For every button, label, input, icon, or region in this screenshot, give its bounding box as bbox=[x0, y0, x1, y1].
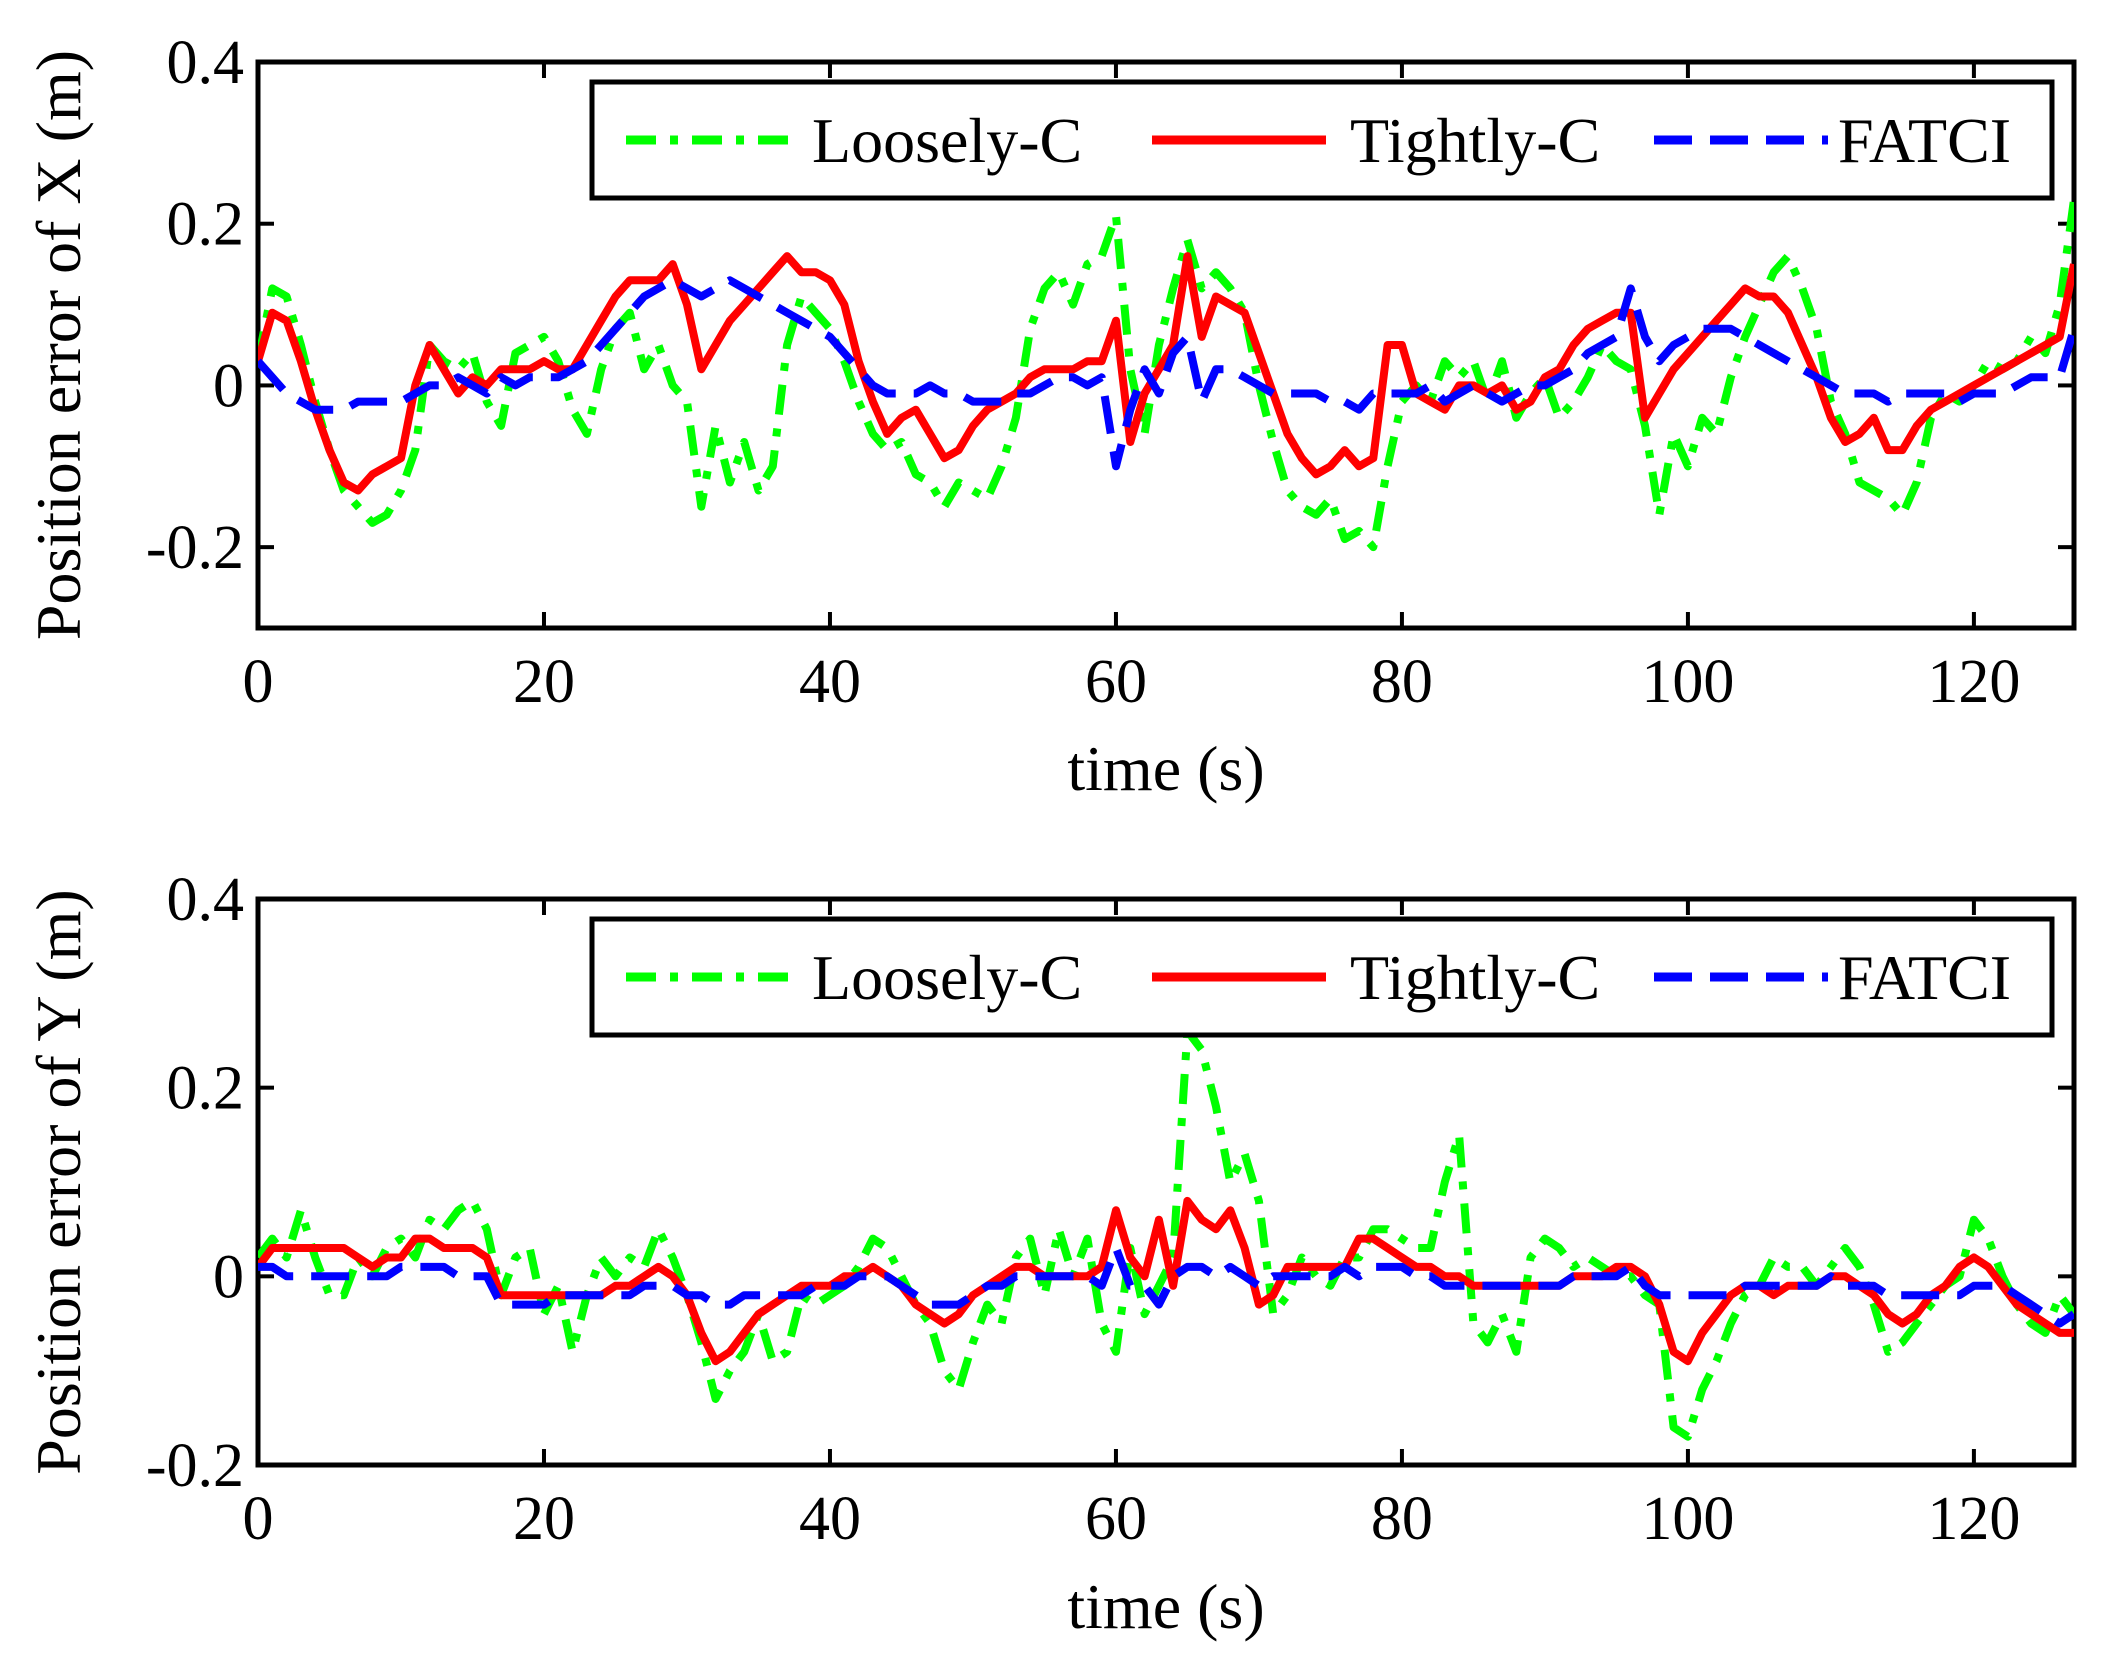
xtick-label: 100 bbox=[1641, 1485, 1734, 1553]
xtick-label: 80 bbox=[1371, 648, 1433, 716]
xtick-label: 80 bbox=[1371, 1485, 1433, 1553]
legend-y-chart: Loosely-C Tightly-C FATCI bbox=[589, 916, 2055, 1038]
ytick-label: 0.2 bbox=[167, 1055, 245, 1123]
ytick-label: 0.2 bbox=[167, 191, 245, 259]
ticks-x-chart bbox=[256, 60, 2074, 628]
legend-label-fatci: FATCI bbox=[1838, 942, 2011, 1013]
chart-x-position-error: 0 20 40 60 80 100 120 -0.2 0 0.2 0.4 time (s) Posi… bbox=[23, 29, 2077, 804]
xtick-label: 100 bbox=[1641, 648, 1734, 716]
series-line-fatci bbox=[258, 276, 2074, 471]
ytick-label: 0 bbox=[213, 352, 244, 420]
ytick-label: 0.4 bbox=[167, 29, 245, 97]
xtick-label: 40 bbox=[799, 648, 861, 716]
xtick-label: 120 bbox=[1927, 1485, 2020, 1553]
xlabel-x-chart: time (s) bbox=[1067, 733, 1264, 804]
ticks-y-chart bbox=[256, 897, 2074, 1467]
xtick-label: 20 bbox=[513, 648, 575, 716]
xtick-label: 0 bbox=[243, 648, 274, 716]
ytick-label: -0.2 bbox=[146, 514, 244, 582]
xtick-label: 60 bbox=[1085, 1485, 1147, 1553]
xtick-label: 60 bbox=[1085, 648, 1147, 716]
series-line-tightly-c bbox=[258, 252, 2074, 495]
ylabel-y-chart: Position error of Y (m) bbox=[23, 889, 94, 1474]
ylabel-x-chart: Position error of X (m) bbox=[23, 50, 94, 640]
legend-label-loosely-c: Loosely-C bbox=[812, 105, 1082, 176]
ytick-label: 0 bbox=[213, 1243, 244, 1311]
legend-label-loosely-c: Loosely-C bbox=[812, 942, 1082, 1013]
tick-labels-x-chart: 0 20 40 60 80 100 120 -0.2 0 0.2 0.4 bbox=[146, 29, 2021, 716]
series-line-fatci bbox=[258, 1244, 2074, 1328]
chart-y-position-error: 0 20 40 60 80 100 120-0.200.20.4 time (s) Posi… bbox=[23, 866, 2077, 1642]
legend-label-tightly-c: Tightly-C bbox=[1350, 942, 1600, 1013]
ytick-label: -0.2 bbox=[146, 1432, 244, 1500]
xtick-label: 40 bbox=[799, 1485, 861, 1553]
legend-label-tightly-c: Tightly-C bbox=[1350, 105, 1600, 176]
series-line-tightly-c bbox=[258, 1196, 2074, 1366]
xtick-label: 120 bbox=[1927, 648, 2020, 716]
series-layer-x bbox=[258, 198, 2074, 552]
xtick-label: 20 bbox=[513, 1485, 575, 1553]
xlabel-y-chart: time (s) bbox=[1067, 1571, 1264, 1642]
ytick-label: 0.4 bbox=[167, 866, 245, 934]
series-layer-y bbox=[258, 1027, 2074, 1441]
legend-label-fatci: FATCI bbox=[1838, 105, 2011, 176]
tick-labels-y-chart: 0 20 40 60 80 100 120-0.200.20.4 bbox=[146, 866, 2021, 1553]
legend-x-chart: Loosely-C Tightly-C FATCI bbox=[589, 79, 2055, 201]
xtick-label: 0 bbox=[243, 1485, 274, 1553]
